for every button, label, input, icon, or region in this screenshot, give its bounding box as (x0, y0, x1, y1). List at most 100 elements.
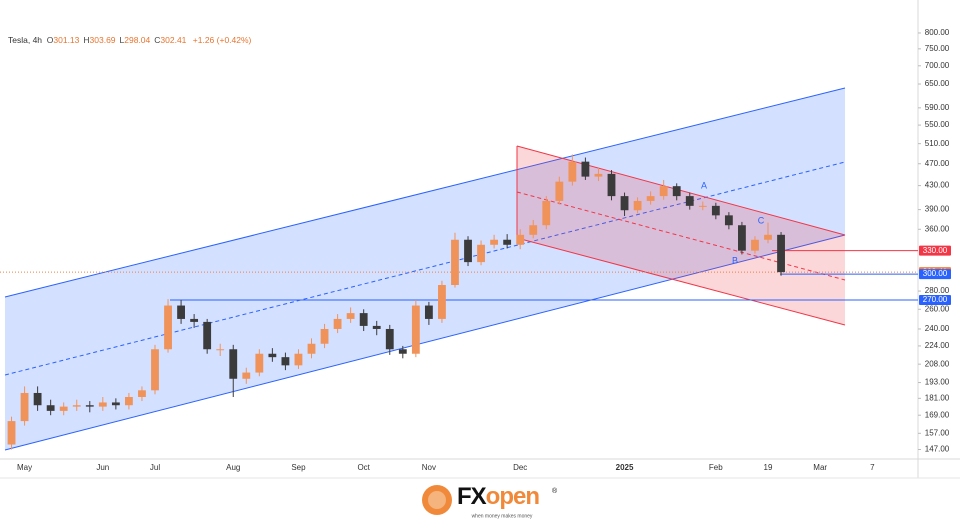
y-tick-label: 430.00 (925, 181, 950, 190)
channel-line (516, 145, 846, 236)
candle-body (464, 239, 472, 263)
y-tick-label: 157.00 (925, 428, 950, 437)
candle-body (411, 305, 420, 354)
candle-body (7, 421, 16, 445)
candle-body (203, 321, 212, 350)
candle-body (33, 392, 42, 406)
logo-fx: FX (457, 483, 487, 510)
legend-value: 303.69 (89, 35, 116, 45)
logo-tagline: when money makes money (472, 513, 533, 519)
y-tick-label: 470.00 (925, 159, 950, 168)
candle-body (372, 325, 381, 329)
y-tick-label: 390.00 (925, 205, 950, 214)
x-tick-label: Jul (150, 463, 160, 472)
candle-body (124, 396, 133, 406)
legend-key: C (154, 35, 161, 45)
y-tick-label: 208.00 (925, 359, 950, 368)
candle-body (529, 225, 538, 235)
candle-body (151, 349, 159, 391)
price-label: 270.00 (923, 295, 948, 304)
candle-body (424, 305, 433, 319)
logo-icon-inner (428, 491, 446, 509)
price-label-box (919, 269, 951, 280)
candle-body (516, 234, 525, 245)
price-label: 300.00 (923, 269, 948, 278)
legend-items: O301.13 H303.69 L298.04 C302.41 (47, 35, 191, 45)
candle-body (255, 353, 264, 373)
candle-body (477, 244, 485, 263)
y-tick-label: 260.00 (925, 304, 950, 313)
candle-body (724, 215, 733, 226)
candle-body (672, 186, 681, 197)
y-tick-label: 700.00 (925, 61, 950, 70)
legend-key: H (83, 35, 90, 45)
candle-body (555, 181, 564, 201)
candle-body (216, 349, 225, 351)
y-tick-label: 510.00 (925, 139, 950, 148)
candle-body (85, 405, 94, 407)
channel-line (516, 237, 846, 326)
logo-icon (422, 485, 452, 515)
channel-line (4, 87, 846, 298)
legend-value: 301.13 (53, 35, 80, 45)
logo-open: open (486, 483, 540, 510)
candle-body (503, 239, 512, 245)
x-tick-label: Feb (709, 463, 723, 472)
candle-body (633, 200, 642, 211)
candle-body (698, 205, 707, 207)
y-tick-label: 169.00 (925, 410, 950, 419)
x-tick-label: 19 (764, 463, 773, 472)
price-label-box (919, 295, 951, 306)
candle-body (438, 285, 446, 319)
symbol: Tesla, 4h (8, 35, 43, 45)
y-tick-label: 750.00 (925, 44, 950, 53)
candle-body (333, 318, 342, 329)
change: +1.26 (+0.42%) (192, 35, 252, 45)
x-tick-label: Mar (813, 463, 827, 472)
legend-key: L (119, 35, 125, 45)
y-tick-label: 147.00 (925, 445, 950, 454)
y-tick-label: 550.00 (925, 120, 950, 129)
candle-body (359, 313, 368, 326)
legend-value: 298.04 (124, 35, 151, 45)
candle-body (490, 239, 499, 245)
legend-key: O (46, 35, 54, 45)
candle-body (568, 161, 577, 182)
channel-line (4, 234, 846, 451)
candle-body (738, 225, 746, 251)
annotation: B (732, 255, 738, 265)
candle-body (751, 239, 759, 251)
candle-body (20, 392, 29, 422)
candle-body (685, 196, 694, 206)
candle-body (764, 234, 772, 240)
x-tick-label: 2025 (616, 463, 634, 472)
y-tick-label: 800.00 (925, 28, 950, 37)
logo-text: FXopen (457, 483, 539, 510)
candle-body (229, 349, 238, 379)
price-label: 330.00 (923, 246, 948, 255)
candle-body (177, 305, 185, 319)
y-tick-label: 360.00 (925, 224, 950, 233)
x-tick-label: Aug (226, 463, 240, 472)
y-tick-label: 181.00 (925, 393, 950, 402)
y-tick-label: 240.00 (925, 324, 950, 333)
candle-body (385, 328, 394, 350)
candle-body (111, 402, 120, 406)
annotation: A (701, 180, 707, 190)
candle-body (59, 406, 68, 411)
candle-body (777, 234, 785, 273)
x-tick-label: May (17, 463, 32, 472)
x-tick-label: Sep (291, 463, 306, 472)
candle-body (646, 196, 655, 201)
candle-body (294, 353, 303, 366)
candle-body (307, 343, 316, 354)
candle-body (398, 349, 407, 354)
x-tick-label: Jun (96, 463, 109, 472)
candle-body (620, 196, 629, 211)
candle-body (659, 186, 668, 197)
candle-body (268, 353, 277, 358)
candle-body (138, 390, 146, 397)
channel-midline (516, 191, 846, 281)
